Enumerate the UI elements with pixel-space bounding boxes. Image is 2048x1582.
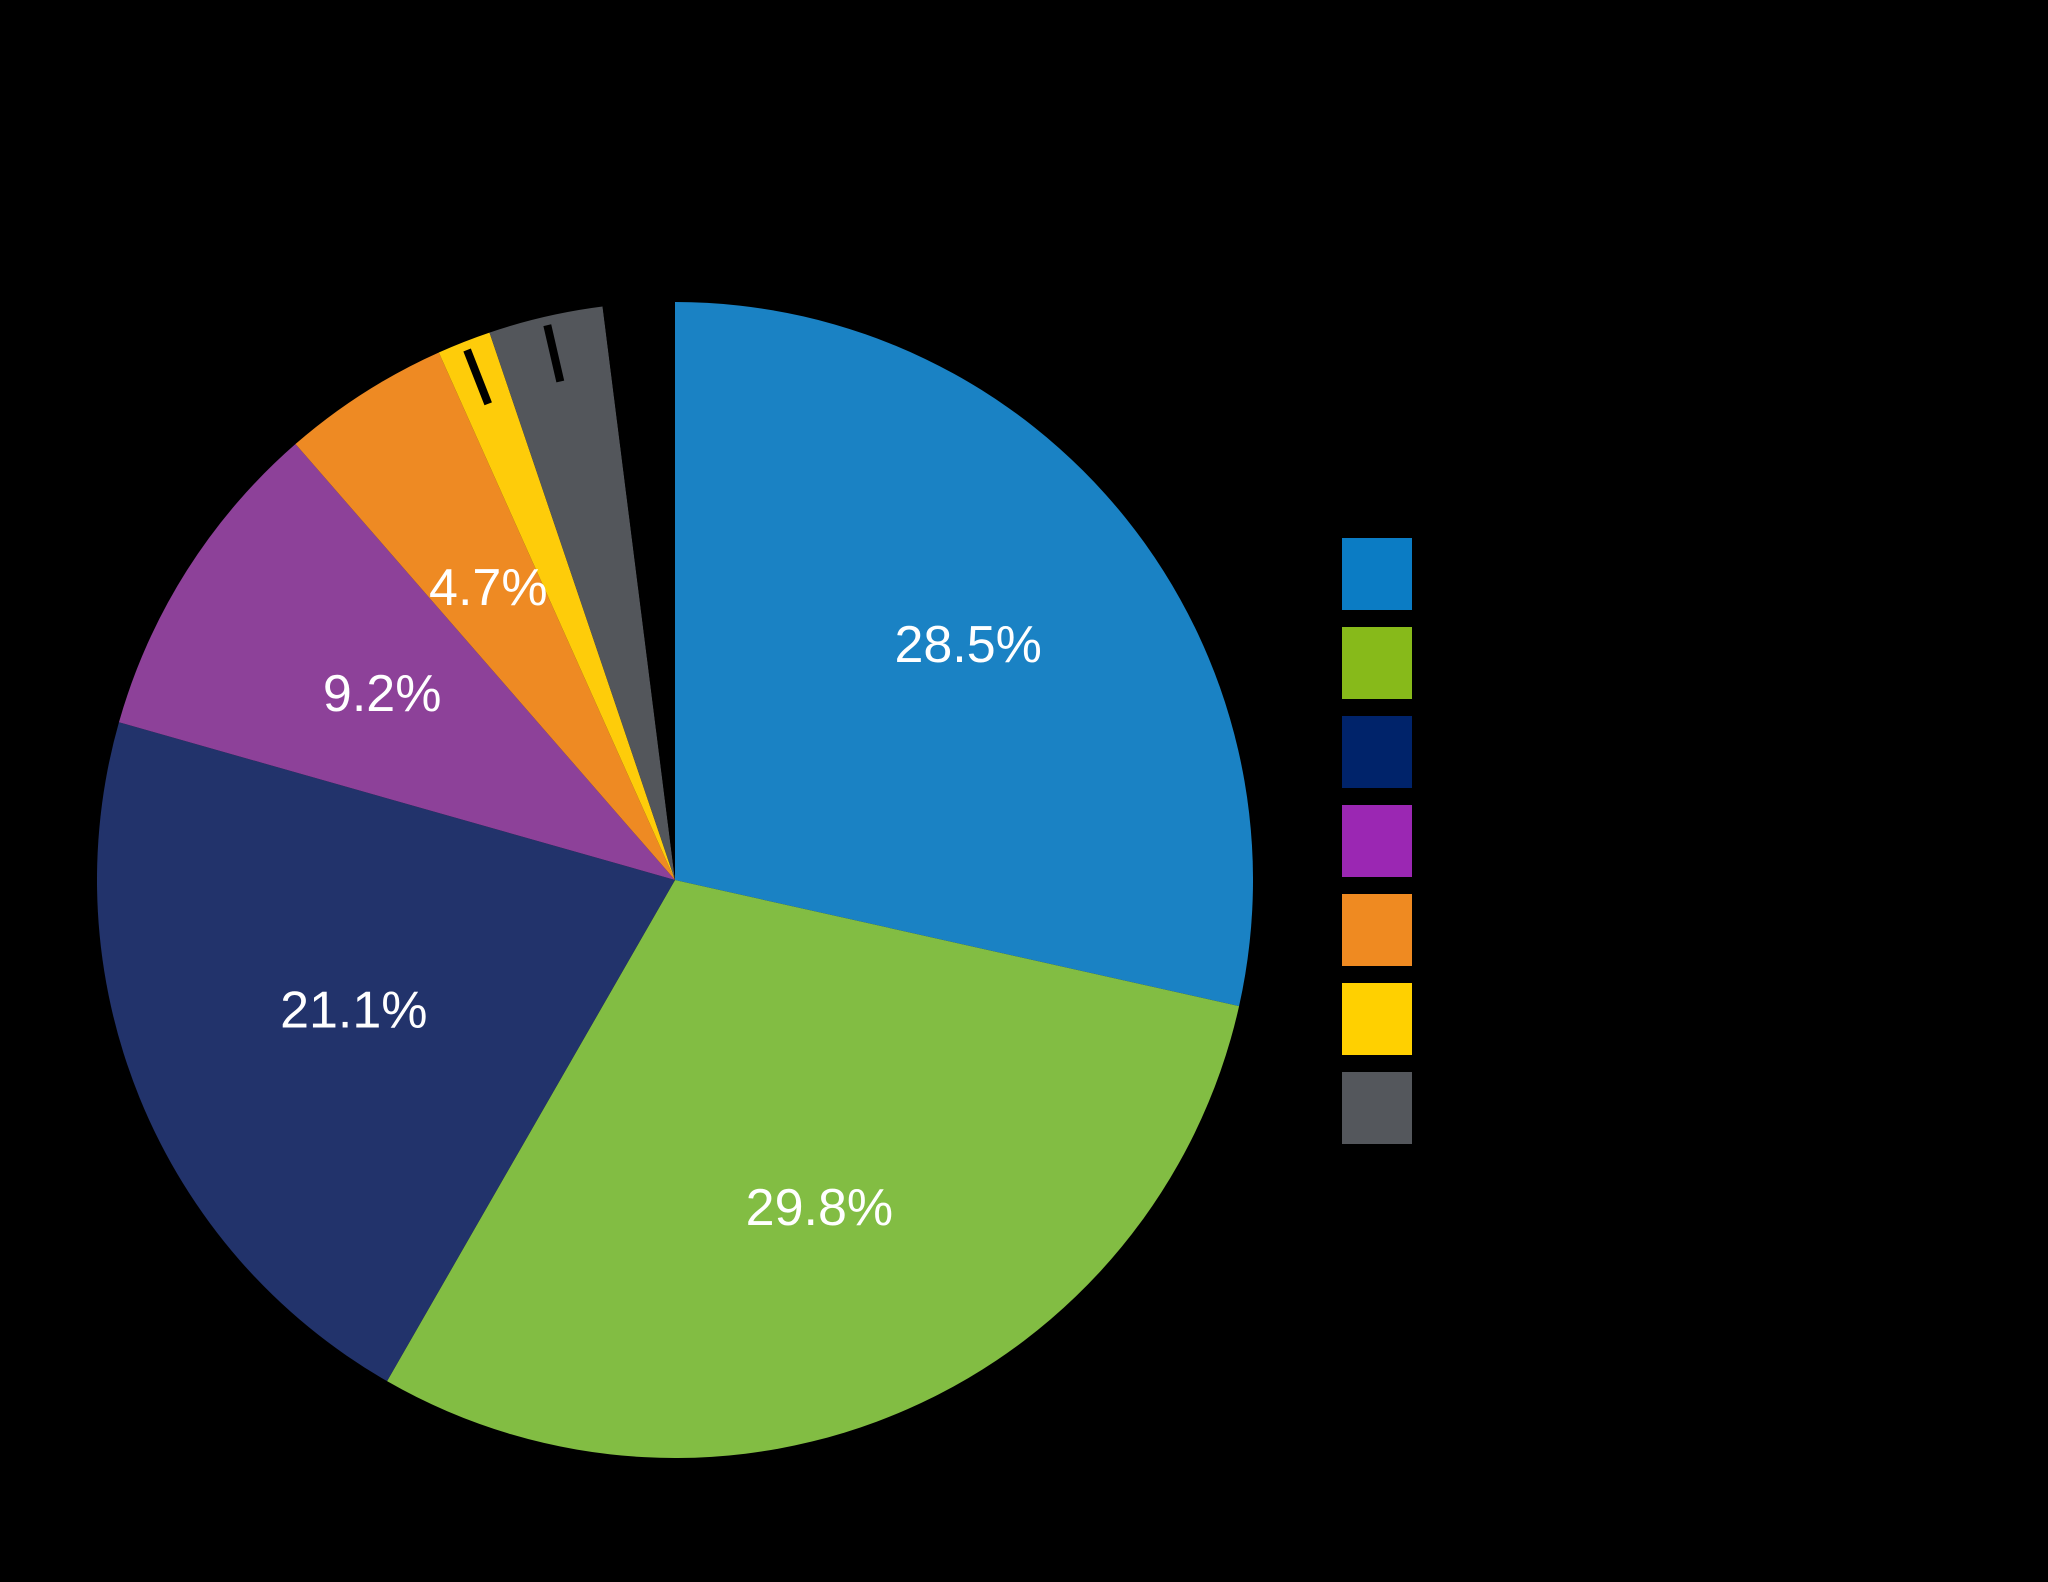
pie-data-label-3: 21.1% bbox=[280, 982, 427, 1040]
legend-swatch-3 bbox=[1342, 716, 1412, 788]
pie-data-labels: 28.5% 29.8% 21.1% 9.2% 4.7% bbox=[280, 559, 1042, 1237]
pie-slice-6 bbox=[438, 332, 675, 881]
legend bbox=[1342, 538, 1412, 1144]
legend-swatch-2 bbox=[1342, 627, 1412, 699]
legend-swatch-4 bbox=[1342, 805, 1412, 877]
leader-line-2 bbox=[543, 324, 565, 383]
legend-swatch-5 bbox=[1342, 894, 1412, 966]
pie-slices bbox=[97, 302, 1254, 1459]
pie-slice-3 bbox=[97, 722, 675, 1382]
pie-data-label-4: 9.2% bbox=[323, 665, 442, 723]
pie-slice-8 bbox=[602, 302, 675, 880]
pie-slice-1 bbox=[675, 302, 1254, 1007]
legend-swatch-6 bbox=[1342, 983, 1412, 1055]
legend-swatch-1 bbox=[1342, 538, 1412, 610]
leader-line-1 bbox=[463, 348, 492, 406]
pie-data-label-2: 29.8% bbox=[746, 1179, 893, 1237]
pie-slice-4 bbox=[118, 444, 675, 880]
pie-data-label-1: 28.5% bbox=[894, 616, 1041, 674]
pie-slice-5 bbox=[295, 352, 675, 881]
leader-lines bbox=[463, 324, 565, 406]
legend-swatch-7 bbox=[1342, 1072, 1412, 1144]
pie-data-label-5: 4.7% bbox=[429, 559, 548, 617]
pie-slice-2 bbox=[387, 880, 1240, 1459]
pie-slice-7 bbox=[489, 306, 675, 880]
